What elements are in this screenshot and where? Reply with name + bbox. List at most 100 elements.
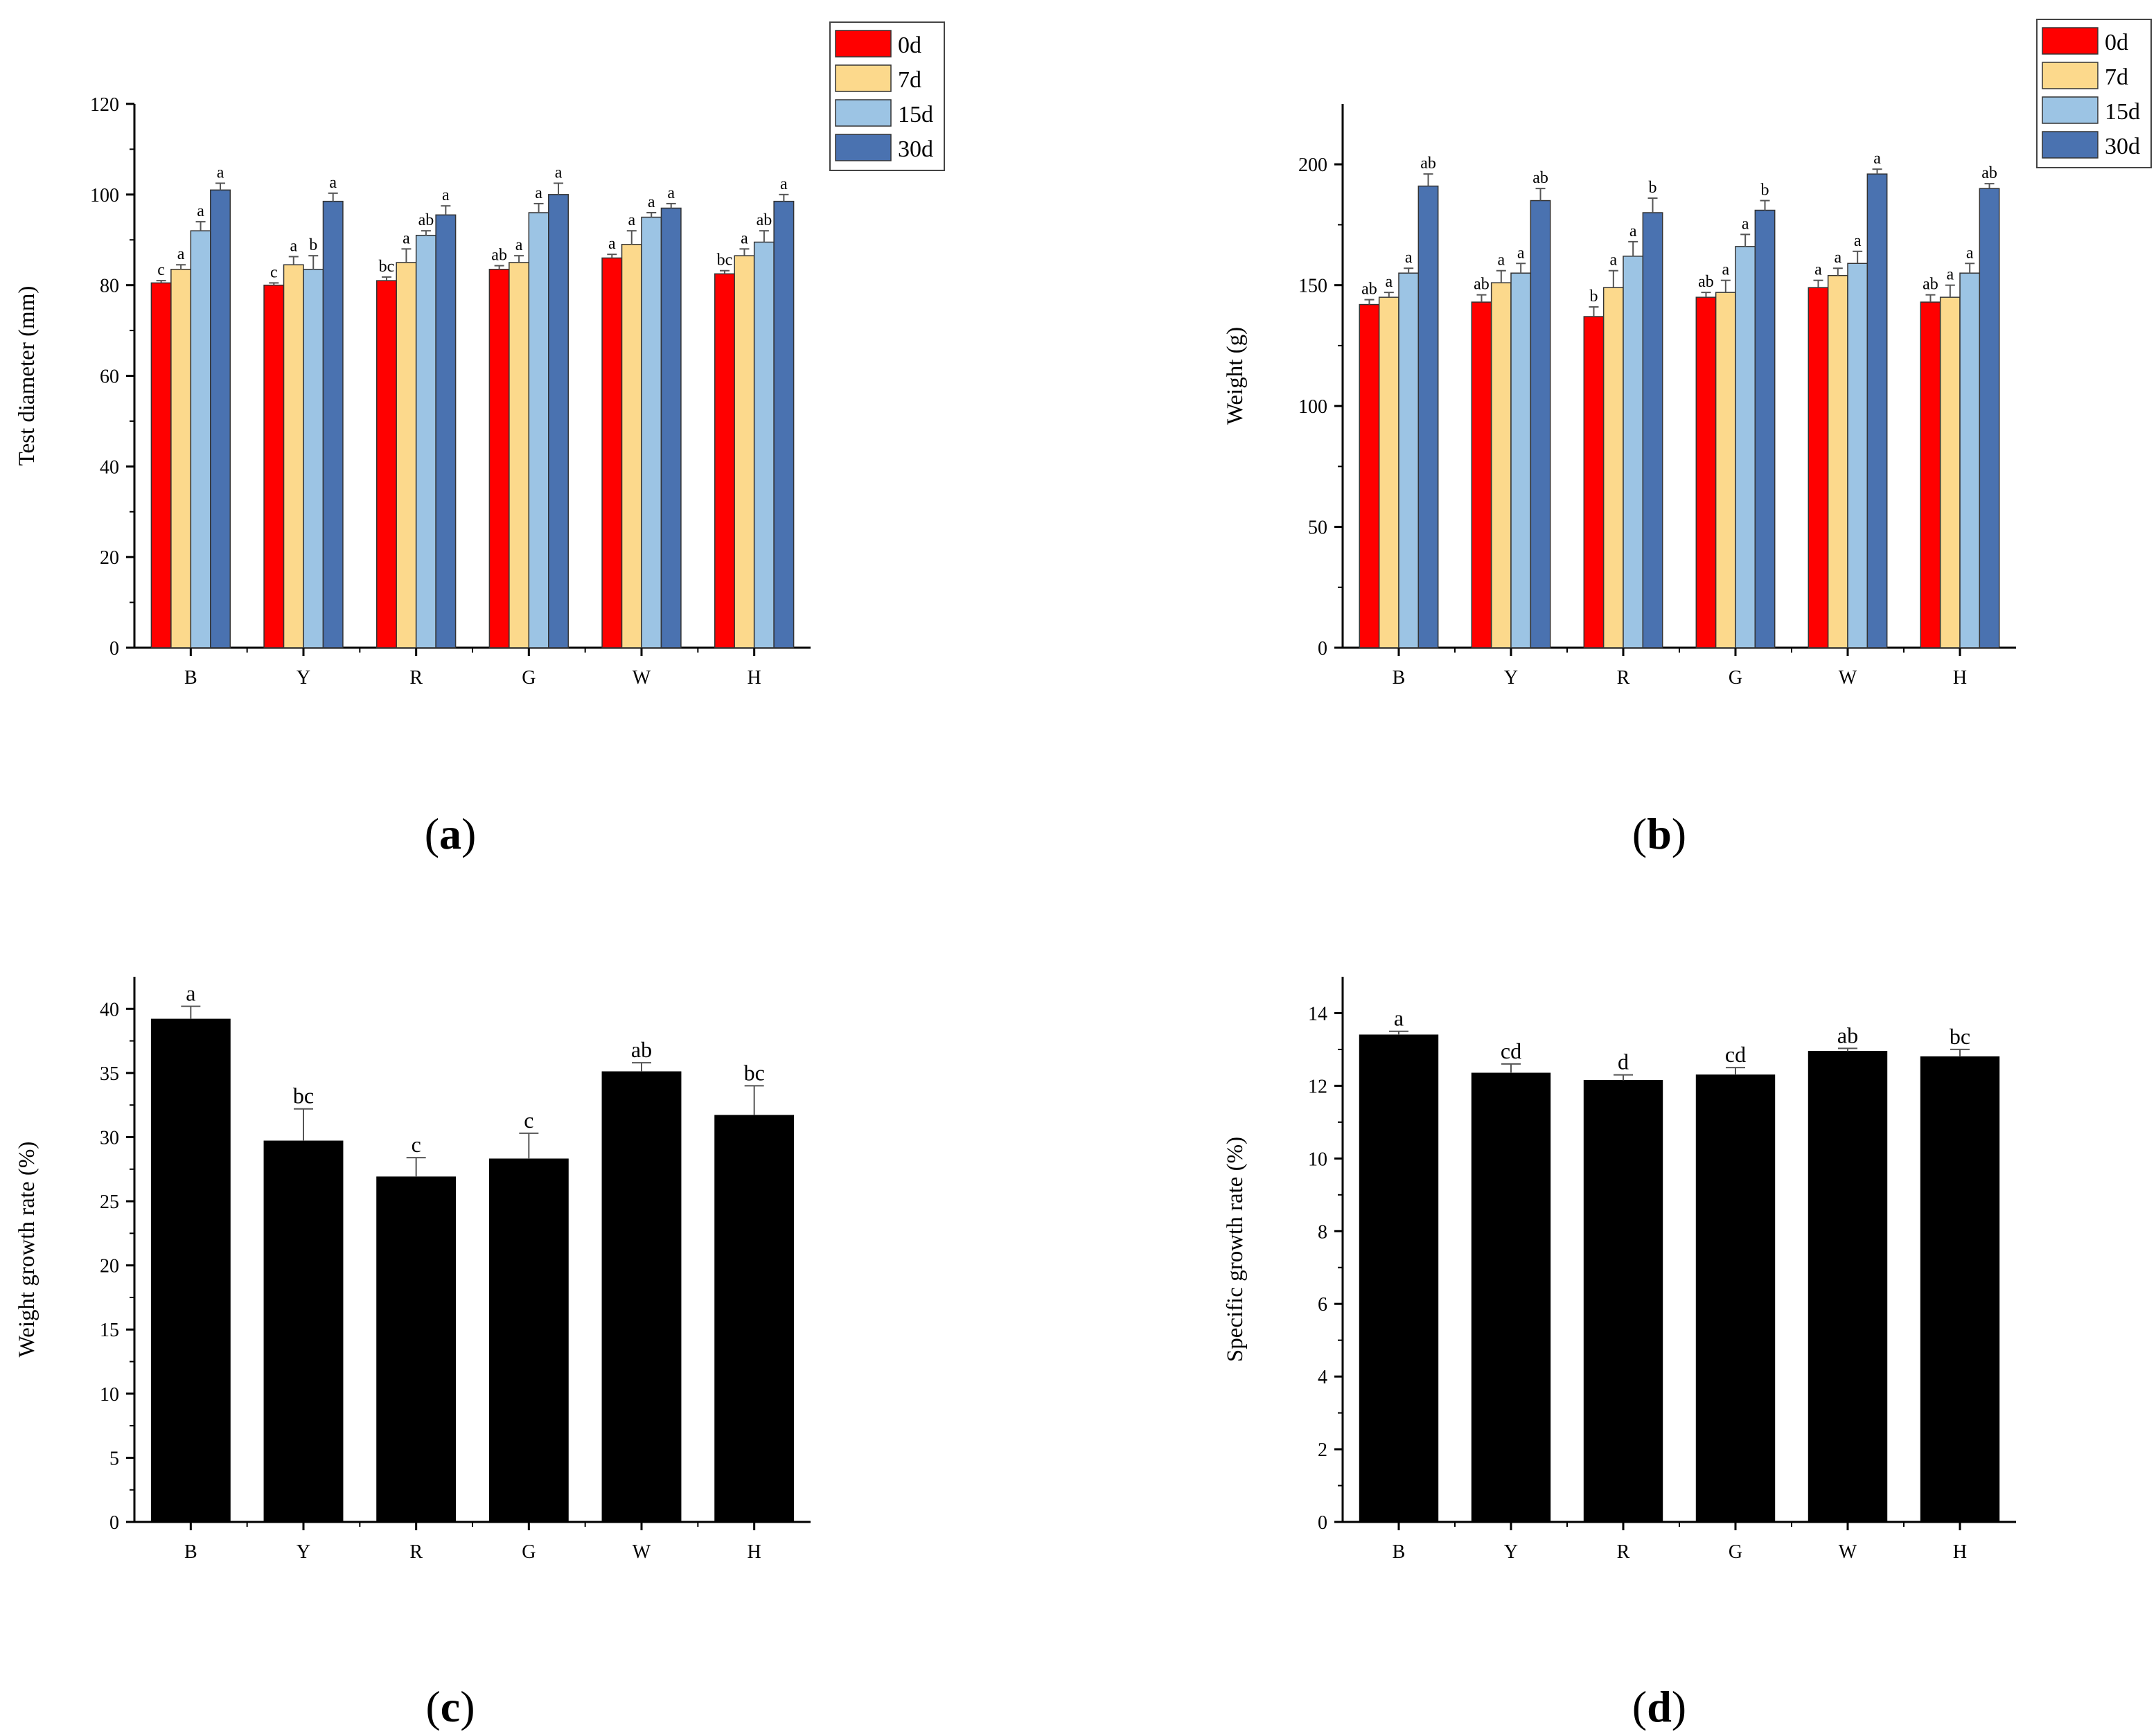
y-tick-label: 0: [1318, 638, 1327, 659]
significance-letter: bc: [1950, 1024, 1970, 1049]
bar: [190, 230, 211, 648]
x-tick-label: B: [1393, 1541, 1406, 1563]
bar: [1359, 1034, 1439, 1523]
bar: [303, 269, 324, 648]
x-tick-label: B: [184, 667, 197, 689]
x-tick-label: W: [1839, 667, 1857, 689]
panel-label-d: (d): [1632, 1682, 1686, 1731]
y-axis-label: Weight (g): [1223, 327, 1248, 425]
significance-letter: a: [1497, 251, 1505, 269]
significance-letter: b: [1761, 181, 1769, 200]
y-tick-label: 25: [100, 1192, 119, 1213]
significance-letter: a: [1394, 1006, 1404, 1031]
bar: [601, 257, 623, 648]
significance-letter: a: [1814, 261, 1822, 279]
significance-letter: ab: [757, 211, 772, 229]
significance-letter: a: [1946, 266, 1954, 284]
chart-d: 0 2 4 6 8 10 12 14 Specific growth rate (%) B Y R G W…: [1223, 977, 2016, 1563]
x-tick-label: Y: [297, 1541, 310, 1563]
y-tick-label: 8: [1318, 1221, 1327, 1243]
x-tick-label: Y: [297, 667, 310, 689]
legend-label: 0d: [2105, 30, 2128, 55]
y-tick-label: 60: [100, 366, 119, 388]
bar: [1417, 185, 1439, 648]
bar: [714, 1115, 795, 1523]
significance-letter: b: [1649, 179, 1657, 197]
significance-letter: ab: [1923, 276, 1938, 294]
bar: [734, 255, 755, 648]
y-tick-label: 120: [90, 94, 119, 116]
chart-a: 0 20 40 60 80 100 120 Test diameter (mm) B Y R G W Hc…: [15, 21, 945, 689]
panel-label-a: (a): [425, 809, 477, 858]
y-axis-label: Weight growth rate (%): [15, 1142, 39, 1358]
bar: [1695, 1074, 1776, 1523]
bar: [601, 1071, 682, 1523]
significance-letter: ab: [631, 1037, 652, 1062]
bar: [376, 1176, 457, 1523]
x-tick-label: G: [522, 1541, 536, 1563]
significance-letter: a: [1873, 150, 1881, 168]
legend-label: 7d: [2105, 64, 2128, 90]
bar: [150, 1018, 231, 1523]
legend-swatch: [835, 99, 892, 127]
x-tick-label: H: [748, 1541, 761, 1563]
bar: [1471, 1072, 1551, 1523]
x-tick-label: W: [633, 667, 651, 689]
bar: [1827, 274, 1848, 648]
significance-letter: cd: [1725, 1042, 1746, 1067]
legend-swatch: [2042, 62, 2098, 89]
bar: [1510, 272, 1532, 648]
significance-letter: d: [1618, 1049, 1629, 1074]
significance-letter: bc: [293, 1083, 314, 1108]
significance-letter: a: [515, 236, 523, 254]
x-tick-label: G: [1729, 667, 1742, 689]
y-tick-label: 10: [1308, 1149, 1327, 1170]
significance-letter: ab: [1532, 169, 1548, 187]
significance-letter: c: [524, 1108, 533, 1133]
bar: [210, 189, 231, 648]
y-tick-label: 20: [100, 547, 119, 569]
y-tick-label: 35: [100, 1063, 119, 1085]
significance-letter: ab: [491, 247, 507, 265]
significance-letter: a: [1854, 232, 1862, 250]
bar: [1378, 296, 1399, 648]
y-tick-label: 5: [109, 1448, 119, 1469]
y-tick-label: 0: [109, 638, 119, 659]
significance-letter: bc: [379, 258, 395, 276]
bar: [150, 282, 172, 648]
bar: [488, 1158, 569, 1523]
y-tick-label: 2: [1318, 1440, 1327, 1461]
significance-letter: a: [442, 186, 450, 204]
bar: [1583, 316, 1605, 648]
x-tick-label: Y: [1504, 1541, 1518, 1563]
significance-letter: a: [535, 184, 542, 202]
x-tick-label: H: [1953, 1541, 1967, 1563]
x-tick-label: B: [1393, 667, 1406, 689]
significance-letter: a: [217, 163, 224, 181]
x-tick-label: H: [1953, 667, 1967, 689]
significance-letter: a: [1834, 249, 1841, 267]
significance-letter: a: [1609, 251, 1617, 269]
significance-letter: b: [1589, 287, 1598, 305]
x-tick-label: B: [184, 1541, 197, 1563]
significance-letter: b: [309, 236, 317, 254]
y-axis-label: Specific growth rate (%): [1223, 1137, 1248, 1362]
y-tick-label: 30: [100, 1127, 119, 1149]
x-tick-label: Y: [1504, 667, 1518, 689]
legend-label: 30d: [2105, 134, 2140, 159]
y-tick-label: 14: [1308, 1003, 1327, 1025]
y-tick-label: 40: [100, 457, 119, 478]
significance-letter: c: [157, 261, 165, 279]
x-tick-label: G: [522, 667, 536, 689]
bar: [1642, 212, 1663, 648]
chart-c: 0 5 10 15 20 25 30 35 40 Weight growth rate (%) B Y…: [15, 977, 811, 1563]
significance-letter: a: [1517, 244, 1525, 262]
y-tick-label: 50: [1308, 517, 1327, 539]
y-tick-label: 20: [100, 1256, 119, 1277]
bar: [488, 269, 510, 648]
y-tick-label: 4: [1318, 1367, 1327, 1388]
significance-letter: ab: [418, 211, 434, 229]
y-tick-label: 15: [100, 1320, 119, 1341]
bar: [1979, 188, 2000, 648]
bar: [1623, 256, 1644, 648]
